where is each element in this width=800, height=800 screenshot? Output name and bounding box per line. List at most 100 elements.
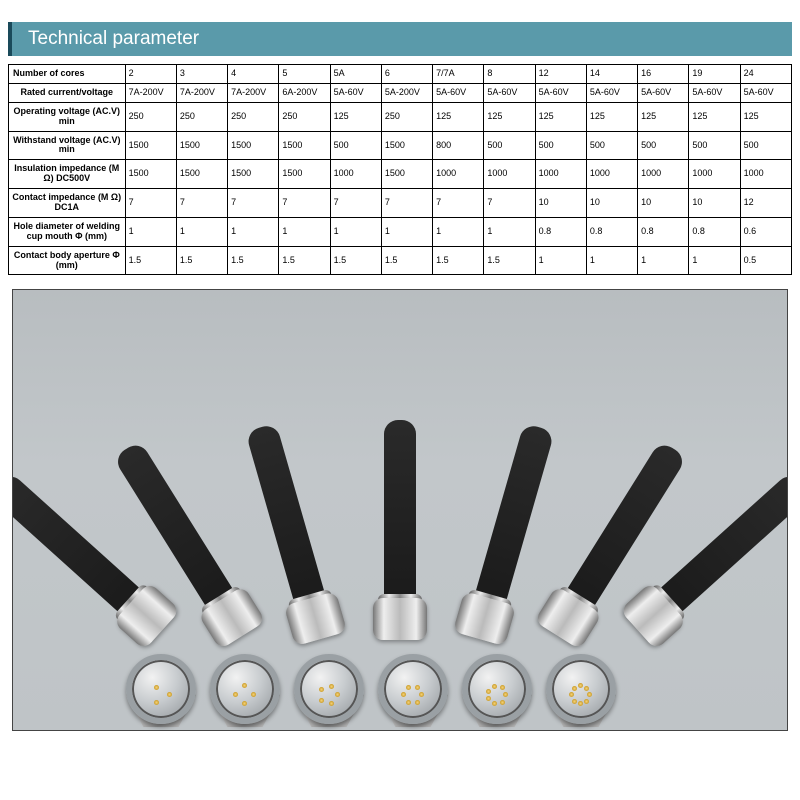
table-cell: 1500 (176, 160, 227, 189)
table-cell: 10 (586, 189, 637, 218)
product-photo (12, 289, 788, 731)
table-cell: 12 (740, 189, 791, 218)
table-cell: 250 (125, 102, 176, 131)
table-cell: 0.6 (740, 217, 791, 246)
table-cell: 5A-60V (433, 83, 484, 102)
table-cell: 1.5 (125, 246, 176, 275)
table-cell: 7 (433, 189, 484, 218)
col-header: 8 (484, 65, 535, 84)
table-cell: 5A-60V (740, 83, 791, 102)
spec-table: Number of cores23455A67/7A81214161924Rat… (8, 64, 792, 275)
col-header: 5 (279, 65, 330, 84)
row-label: Contact impedance (M Ω) DC1A (9, 189, 126, 218)
table-cell: 1 (279, 217, 330, 246)
table-cell: 1 (330, 217, 381, 246)
table-cell: 1 (535, 246, 586, 275)
row-label: Contact body aperture Φ (mm) (9, 246, 126, 275)
table-cell: 1 (125, 217, 176, 246)
col-header: 4 (228, 65, 279, 84)
table-cell: 7 (176, 189, 227, 218)
col-header: 16 (638, 65, 689, 84)
table-cell: 125 (484, 102, 535, 131)
row-label: Operating voltage (AC.V) min (9, 102, 126, 131)
row-label: Insulation impedance (M Ω) DC500V (9, 160, 126, 189)
table-cell: 6A-200V (279, 83, 330, 102)
spec-table-container: Number of cores23455A67/7A81214161924Rat… (8, 64, 792, 275)
table-cell: 7 (330, 189, 381, 218)
table-cell: 1 (638, 246, 689, 275)
table-cell: 1500 (381, 131, 432, 160)
table-cell: 125 (535, 102, 586, 131)
table-cell: 1 (176, 217, 227, 246)
table-cell: 7 (381, 189, 432, 218)
table-cell: 10 (689, 189, 740, 218)
col-header: 6 (381, 65, 432, 84)
col-header: 19 (689, 65, 740, 84)
table-cell: 1 (228, 217, 279, 246)
table-cell: 800 (433, 131, 484, 160)
table-cell: 250 (279, 102, 330, 131)
table-cell: 125 (433, 102, 484, 131)
table-cell: 7A-200V (125, 83, 176, 102)
table-cell: 7 (125, 189, 176, 218)
row-label: Withstand voltage (AC.V) min (9, 131, 126, 160)
table-cell: 5A-60V (535, 83, 586, 102)
table-cell: 7A-200V (176, 83, 227, 102)
table-cell: 7A-200V (228, 83, 279, 102)
table-cell: 500 (330, 131, 381, 160)
table-cell: 1500 (279, 131, 330, 160)
connector-back (384, 420, 416, 610)
table-cell: 1500 (228, 131, 279, 160)
table-cell: 500 (689, 131, 740, 160)
col-header: 2 (125, 65, 176, 84)
col-header: 12 (535, 65, 586, 84)
connector-back (246, 423, 329, 614)
table-cell: 1.5 (433, 246, 484, 275)
table-cell: 1000 (535, 160, 586, 189)
table-cell: 0.8 (535, 217, 586, 246)
col-header: 3 (176, 65, 227, 84)
table-cell: 1 (689, 246, 740, 275)
table-cell: 1.5 (381, 246, 432, 275)
table-cell: 500 (484, 131, 535, 160)
table-cell: 0.5 (740, 246, 791, 275)
table-cell: 1000 (484, 160, 535, 189)
table-cell: 1.5 (176, 246, 227, 275)
table-cell: 1000 (330, 160, 381, 189)
table-cell: 250 (228, 102, 279, 131)
table-cell: 1500 (176, 131, 227, 160)
table-cell: 5A-60V (484, 83, 535, 102)
table-cell: 500 (586, 131, 637, 160)
table-cell: 1000 (638, 160, 689, 189)
table-cell: 1500 (125, 131, 176, 160)
table-cell: 1.5 (279, 246, 330, 275)
table-cell: 1500 (228, 160, 279, 189)
col-header: 7/7A (433, 65, 484, 84)
table-cell: 125 (689, 102, 740, 131)
table-cell: 1000 (433, 160, 484, 189)
table-cell: 125 (740, 102, 791, 131)
table-cell: 250 (381, 102, 432, 131)
table-cell: 0.8 (586, 217, 637, 246)
table-cell: 7 (228, 189, 279, 218)
table-cell: 500 (740, 131, 791, 160)
table-cell: 1 (433, 217, 484, 246)
connector-back (649, 471, 788, 622)
col-header-label: Number of cores (9, 65, 126, 84)
table-cell: 125 (586, 102, 637, 131)
table-cell: 1000 (689, 160, 740, 189)
table-cell: 1 (586, 246, 637, 275)
table-cell: 1.5 (330, 246, 381, 275)
table-cell: 5A-60V (638, 83, 689, 102)
row-label: Hole diameter of welding cup mouth Φ (mm… (9, 217, 126, 246)
col-header: 5A (330, 65, 381, 84)
connector-back (471, 423, 554, 614)
table-cell: 0.8 (638, 217, 689, 246)
table-cell: 10 (638, 189, 689, 218)
table-cell: 5A-60V (586, 83, 637, 102)
table-cell: 1.5 (484, 246, 535, 275)
table-cell: 125 (638, 102, 689, 131)
table-cell: 125 (330, 102, 381, 131)
table-cell: 5A-200V (381, 83, 432, 102)
row-label: Rated current/voltage (9, 83, 126, 102)
